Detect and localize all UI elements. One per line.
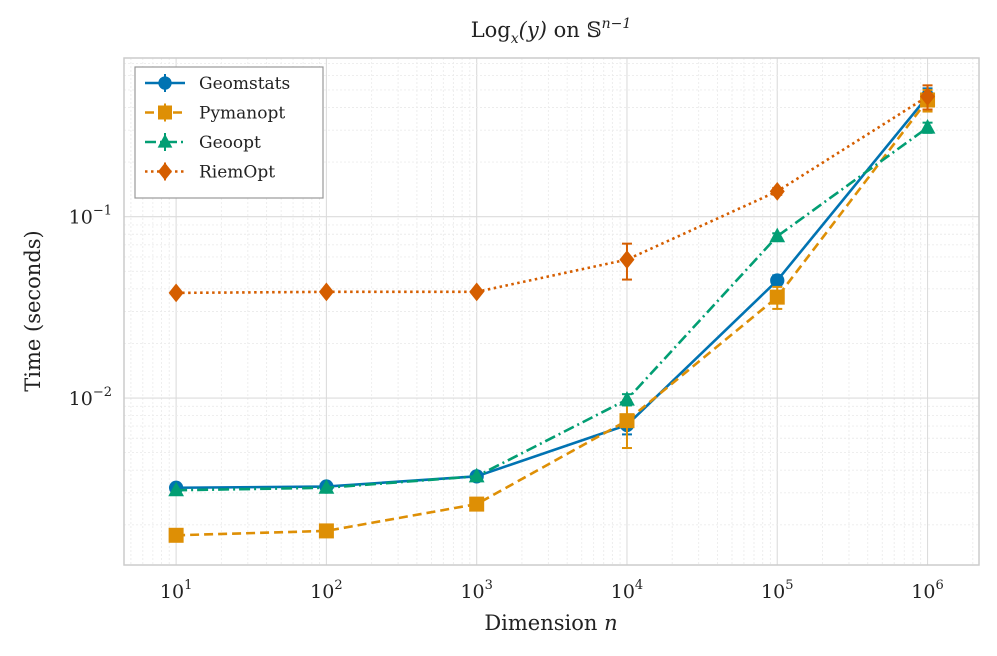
x-tick-label: 103 — [460, 578, 492, 603]
data-point-riemopt — [168, 283, 184, 303]
legend-marker-geoopt — [157, 133, 173, 148]
legend-label-pymanopt: Pymanopt — [199, 104, 285, 124]
legend-item-geomstats: Geomstats — [145, 74, 290, 94]
y-axis-label: Time (seconds) — [21, 230, 45, 391]
data-point-geomstats — [770, 273, 785, 288]
data-point-riemopt — [469, 282, 485, 302]
x-tick-label: 101 — [160, 578, 192, 603]
series-pymanopt — [168, 88, 936, 543]
series-line-geomstats — [176, 95, 929, 490]
x-tick-label: 105 — [761, 578, 793, 603]
data-point-riemopt — [619, 250, 635, 269]
data-point-geoopt — [168, 481, 184, 497]
x-tick-label: 104 — [611, 578, 643, 603]
legend-item-pymanopt: Pymanopt — [145, 103, 285, 124]
legend-label-geomstats: Geomstats — [199, 74, 290, 94]
legend-marker-riemopt — [158, 162, 172, 181]
data-point-geoopt — [468, 467, 485, 483]
data-point-geoopt — [769, 227, 786, 243]
legend-label-geoopt: Geoopt — [199, 133, 261, 153]
legend: Geomstats Pymanopt Geoopt RiemOpt — [134, 66, 324, 199]
legend-marker-pymanopt — [158, 105, 172, 120]
series-riemopt — [168, 84, 936, 303]
series-line-geoopt — [176, 126, 929, 492]
x-tick-label: 106 — [911, 578, 943, 603]
data-point-geoopt — [619, 390, 635, 406]
data-point-riemopt — [920, 87, 936, 106]
tick-labels: 101 102 103 104 105 106 10−1 10−2 — [69, 204, 944, 603]
series-line-riemopt — [176, 95, 929, 295]
x-axis-label: Dimension n — [484, 611, 617, 635]
data-point-riemopt — [769, 181, 785, 201]
legend-item-riemopt: RiemOpt — [145, 162, 275, 183]
series-layer — [168, 84, 936, 543]
x-tick-label: 102 — [310, 578, 342, 603]
plot-frame — [123, 57, 980, 566]
data-point-pymanopt — [469, 496, 485, 512]
data-point-pymanopt — [168, 527, 184, 543]
y-tick-label: 10−2 — [69, 385, 112, 410]
data-point-pymanopt — [769, 289, 785, 305]
data-point-geoopt — [318, 479, 335, 494]
legend-item-geoopt: Geoopt — [145, 133, 261, 153]
legend-label-riemopt: RiemOpt — [199, 163, 275, 183]
series-geoopt — [168, 118, 936, 497]
data-point-pymanopt — [318, 523, 334, 539]
data-point-geoopt — [919, 118, 936, 134]
data-point-pymanopt — [619, 413, 635, 429]
chart-title: Logx(y) on 𝕊n−1 — [471, 16, 632, 47]
y-tick-label: 10−1 — [69, 204, 112, 229]
data-point-riemopt — [318, 282, 334, 302]
legend-marker-geomstats — [158, 76, 172, 90]
